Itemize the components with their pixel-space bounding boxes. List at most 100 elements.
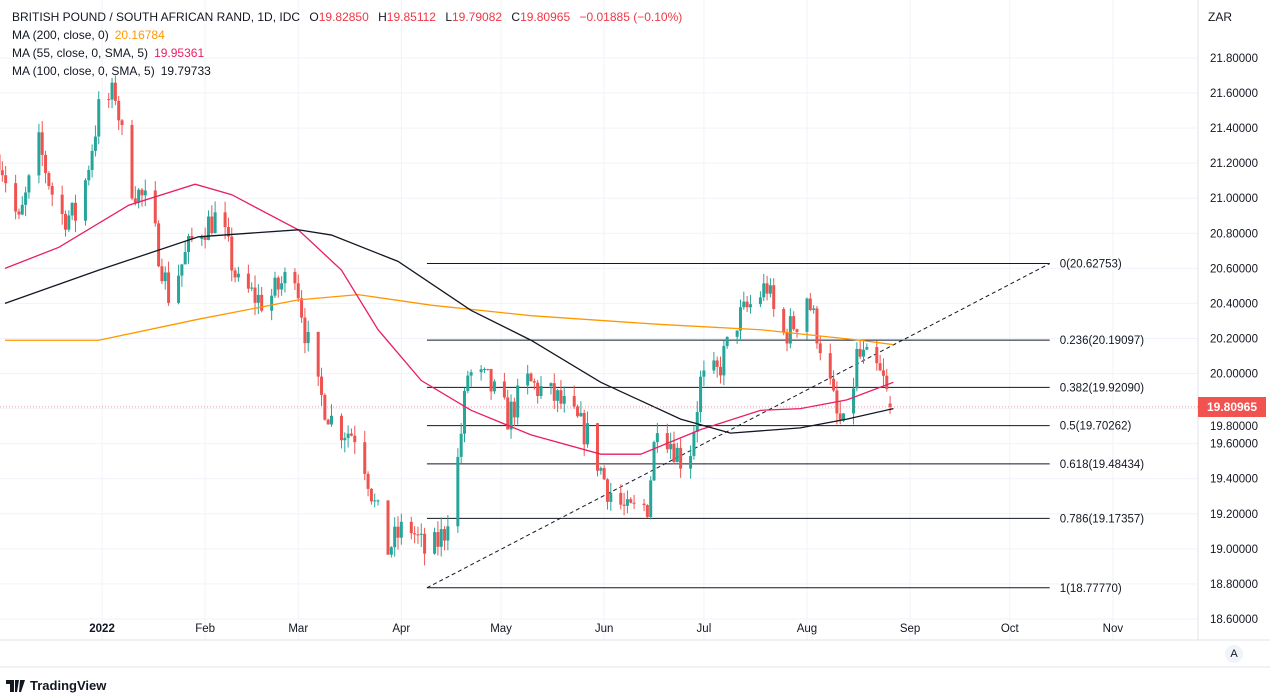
candle-body <box>323 394 327 420</box>
candle-body <box>110 82 114 100</box>
candle <box>296 274 300 302</box>
candle-body <box>276 277 280 290</box>
price-tick-label: 20.00000 <box>1210 369 1258 381</box>
candle-body <box>409 521 413 534</box>
candle <box>276 275 280 298</box>
candle-body <box>832 378 836 391</box>
candle-body <box>649 480 653 517</box>
time-tick-label: Oct <box>1001 623 1020 635</box>
ma200-line <box>4 294 894 346</box>
candle-body <box>27 175 31 193</box>
legend-ma100[interactable]: MA (100, close, 0, SMA, 5) 19.79733 <box>12 62 688 80</box>
fib-level-label: 0.5(19.70262) <box>1060 421 1132 433</box>
candle-body <box>599 468 603 471</box>
candle-body <box>143 190 147 196</box>
symbol-title[interactable]: BRITISH POUND / SOUTH AFRICAN RAND, 1D, … <box>12 10 301 24</box>
candle <box>366 471 370 497</box>
candle <box>236 266 240 282</box>
candle-body <box>699 376 703 413</box>
candle-body <box>619 492 623 505</box>
candle-body <box>0 154 1 171</box>
price-tick-label: 19.40000 <box>1210 474 1258 486</box>
candle-body <box>4 175 8 184</box>
candle-body <box>120 120 124 125</box>
candle-body <box>133 198 137 203</box>
candle-body <box>556 390 560 401</box>
candle-body <box>226 227 230 237</box>
candle <box>330 404 333 427</box>
candle <box>120 118 124 136</box>
auto-scale-button[interactable]: A <box>1225 645 1243 663</box>
candle-body <box>562 396 566 404</box>
candle <box>423 527 427 566</box>
candle <box>586 411 590 448</box>
candle <box>579 401 583 417</box>
candle <box>246 264 250 293</box>
candle <box>599 466 603 475</box>
candle <box>715 356 719 378</box>
price-tick-label: 19.20000 <box>1210 509 1258 521</box>
candle <box>107 92 111 109</box>
candle <box>4 166 8 193</box>
candle <box>652 440 656 482</box>
candle <box>722 340 726 386</box>
candle <box>376 499 380 506</box>
candle-body <box>489 369 493 392</box>
candle-body <box>353 435 357 443</box>
candle-body <box>339 415 343 441</box>
open-value: 19.82850 <box>318 10 369 24</box>
candle <box>44 150 48 184</box>
candle-body <box>719 366 723 376</box>
candle <box>526 364 530 395</box>
candle-body <box>416 534 420 536</box>
candle <box>393 517 397 557</box>
candle-body <box>605 479 609 502</box>
candles <box>0 75 892 566</box>
legend-ma200[interactable]: MA (200, close, 0) 20.16784 <box>12 26 688 44</box>
candle <box>768 278 772 298</box>
fib-level-label: 0(20.62753) <box>1060 259 1122 271</box>
candle-body <box>765 283 769 294</box>
candle-body <box>865 347 869 350</box>
candle-body <box>446 526 450 541</box>
legend-ma55[interactable]: MA (55, close, 0, SMA, 5) 19.95361 <box>12 44 688 62</box>
candle <box>90 144 94 178</box>
candle-body <box>512 401 516 418</box>
candle <box>230 227 234 282</box>
candle <box>206 210 210 241</box>
tradingview-logo-icon <box>6 679 25 692</box>
candle <box>177 264 181 305</box>
candle-body <box>758 297 762 305</box>
candle-body <box>526 373 530 386</box>
candle-body <box>60 194 64 214</box>
candle <box>163 266 167 290</box>
candle-body <box>233 270 237 278</box>
candle-body <box>576 406 580 417</box>
candle-body <box>725 336 729 347</box>
candle <box>456 448 460 533</box>
candle-body <box>875 347 879 364</box>
candle-body <box>785 332 789 344</box>
candle <box>73 194 77 233</box>
candle <box>602 465 606 480</box>
candle <box>87 165 91 186</box>
candle <box>300 290 304 323</box>
candle <box>489 368 493 400</box>
candle-body <box>552 383 556 401</box>
candle <box>645 504 649 518</box>
candle <box>433 527 437 555</box>
candle-body <box>559 390 563 404</box>
candle <box>353 425 357 455</box>
candle <box>516 378 520 425</box>
candle <box>83 178 87 226</box>
candle <box>157 220 161 268</box>
candle <box>363 430 367 481</box>
candle-body <box>609 492 613 502</box>
candle <box>396 516 400 550</box>
candle <box>695 401 699 443</box>
fib-level-label: 1(18.77770) <box>1060 583 1122 595</box>
candle-body <box>469 372 473 376</box>
candle-body <box>330 415 333 425</box>
tradingview-logo[interactable]: TradingView <box>6 678 106 693</box>
